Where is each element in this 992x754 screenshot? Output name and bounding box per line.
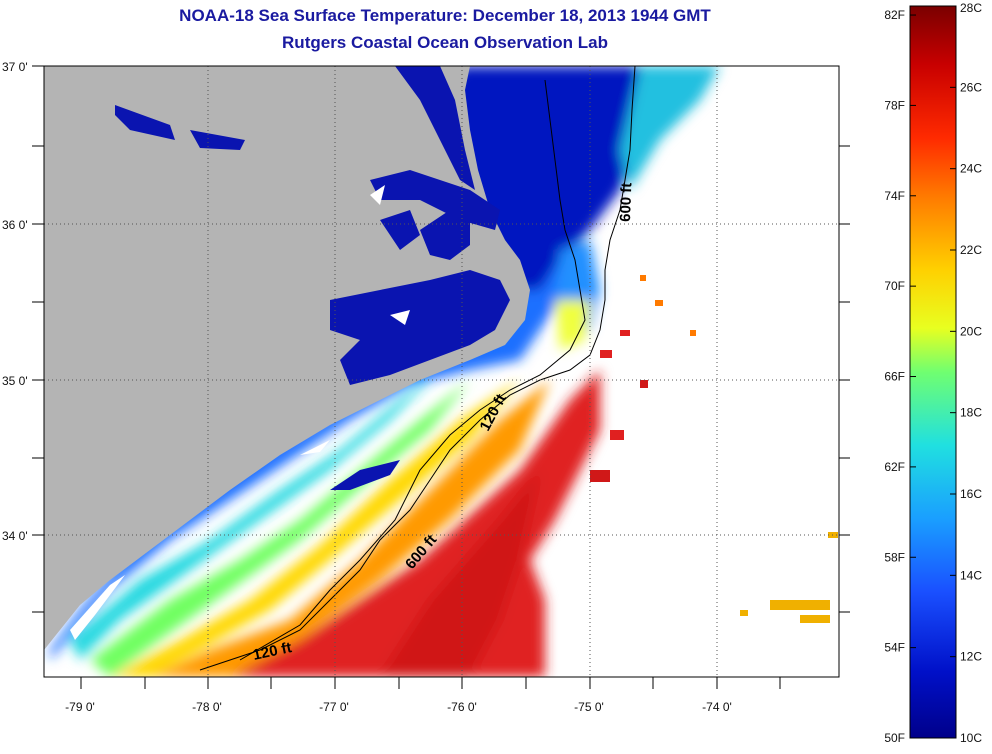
colorbar-labels-celsius: 28C 26C 24C 22C 20C 18C 16C 14C 12C 10C — [960, 1, 982, 745]
colorbar-label-f: 70F — [884, 279, 905, 293]
lon-label-78: -78 0' — [192, 700, 222, 714]
axis-ticks — [32, 65, 850, 689]
lat-label-36: 36 0' — [2, 218, 28, 232]
map-frame — [43, 65, 840, 678]
colorbar-label-f: 82F — [884, 8, 905, 22]
colorbar-label-c: 26C — [960, 80, 982, 94]
colorbar-ticks — [910, 5, 956, 739]
lon-label-79: -79 0' — [65, 700, 95, 714]
map-subtitle: Rutgers Coastal Ocean Observation Lab — [282, 33, 608, 52]
scattered-sst — [590, 275, 838, 623]
lat-label-35: 35 0' — [2, 374, 28, 388]
colorbar-label-f: 74F — [884, 189, 905, 203]
contour-label-600-north: 600 ft — [617, 182, 635, 222]
inland-water — [115, 66, 510, 490]
lon-label-77: -77 0' — [319, 700, 349, 714]
colorbar-labels-fahrenheit: 82F 78F 74F 70F 66F 62F 58F 54F 50F — [884, 8, 905, 745]
graticule — [44, 66, 839, 677]
colorbar-label-f: 78F — [884, 98, 905, 112]
colorbar-label-f: 58F — [884, 550, 905, 564]
map-title: NOAA-18 Sea Surface Temperature: Decembe… — [179, 6, 711, 25]
colorbar-label-c: 28C — [960, 1, 982, 15]
lon-label-75: -75 0' — [574, 700, 604, 714]
lat-label-34: 34 0' — [2, 529, 28, 543]
colorbar-label-f: 62F — [884, 460, 905, 474]
colorbar-label-c: 24C — [960, 162, 982, 176]
colorbar-label-f: 50F — [884, 731, 905, 745]
colorbar-label-c: 22C — [960, 243, 982, 257]
colorbar-label-c: 20C — [960, 324, 982, 338]
shoreline-artifacts — [70, 185, 410, 640]
lat-label-37: 37 0' — [2, 60, 28, 74]
colorbar-label-c: 14C — [960, 568, 982, 582]
colorbar-label-c: 12C — [960, 650, 982, 664]
colorbar-label-f: 54F — [884, 641, 905, 655]
colorbar-label-c: 10C — [960, 731, 982, 745]
lon-label-74: -74 0' — [702, 700, 732, 714]
colorbar-label-f: 66F — [884, 370, 905, 384]
lon-label-76: -76 0' — [447, 700, 477, 714]
colorbar-label-c: 16C — [960, 487, 982, 501]
colorbar — [909, 5, 957, 739]
colorbar-label-c: 18C — [960, 406, 982, 420]
